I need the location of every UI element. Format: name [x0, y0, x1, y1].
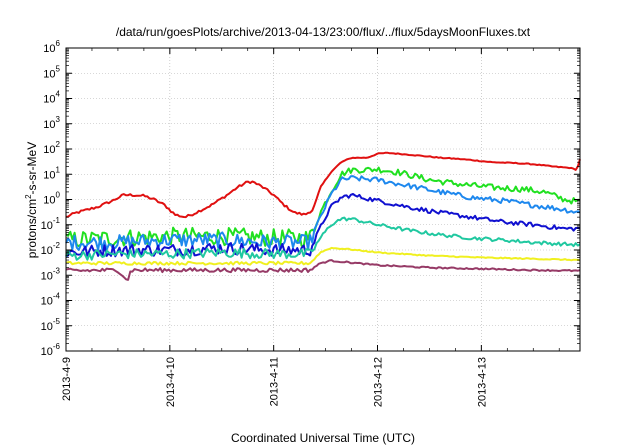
series-line-6	[65, 246, 581, 266]
y-tick-base: 10	[43, 94, 55, 106]
series-line-1	[65, 151, 581, 219]
y-tick-label: 10-2	[41, 241, 61, 257]
y-axis-label-suffix: -s-sr-MeV	[25, 142, 39, 195]
series-line-5	[65, 216, 581, 261]
y-tick-base: 10	[41, 270, 53, 282]
y-tick-base: 10	[41, 296, 53, 308]
y-tick-label: 105	[43, 64, 60, 80]
series-line-7	[65, 259, 581, 281]
y-tick-exponent: 2	[56, 140, 61, 149]
y-axis-label-sup: 2	[24, 194, 33, 199]
chart-title: /data/run/goesPlots/archive/2013-04-13/2…	[116, 25, 531, 39]
y-tick-exponent: 0	[56, 191, 61, 200]
y-tick-exponent: 3	[56, 115, 61, 124]
x-axis-ticks: 2013-4-9 2013-4-10 2013-4-11 2013-4-12 2013-…	[61, 48, 560, 407]
y-tick-label: 101	[43, 165, 60, 181]
y-tick-label: 10-3	[41, 266, 61, 282]
y-axis-ticks: 10-610-510-410-310-210-11001011021031041…	[41, 39, 580, 358]
y-tick-exponent: -4	[53, 292, 61, 301]
y-tick-base: 10	[43, 43, 55, 55]
y-tick-base: 10	[43, 144, 55, 156]
grid	[66, 48, 580, 351]
series-line-3	[65, 175, 581, 251]
y-tick-base: 10	[43, 169, 55, 181]
x-tick-label: 2013-4-11	[269, 357, 281, 406]
y-tick-exponent: 5	[56, 64, 61, 73]
y-tick-base: 10	[41, 321, 53, 333]
x-tick-label: 2013-4-10	[165, 357, 177, 407]
y-tick-base: 10	[43, 68, 55, 80]
y-axis-label-prefix: protons/cm	[25, 199, 39, 258]
y-tick-exponent: -3	[53, 266, 61, 275]
y-tick-label: 104	[43, 90, 60, 106]
y-tick-label: 10-1	[41, 216, 61, 232]
y-tick-base: 10	[41, 220, 53, 232]
y-tick-exponent: -5	[53, 317, 61, 326]
y-tick-label: 10-6	[41, 342, 61, 358]
x-tick-label: 2013-4-12	[373, 357, 385, 407]
y-tick-base: 10	[41, 346, 53, 358]
x-tick-label: 2013-4-9	[61, 357, 73, 401]
y-tick-base: 10	[43, 195, 55, 207]
y-tick-exponent: -6	[53, 342, 61, 351]
y-tick-label: 10-4	[41, 292, 61, 308]
y-axis-label: protons/cm2-s-sr-MeV	[24, 142, 39, 258]
y-tick-label: 102	[43, 140, 60, 156]
y-tick-exponent: 4	[56, 90, 61, 99]
series-lines	[65, 151, 581, 281]
y-tick-exponent: -2	[53, 241, 61, 250]
y-tick-exponent: -1	[53, 216, 61, 225]
y-tick-exponent: 6	[56, 39, 61, 48]
y-tick-label: 103	[43, 115, 60, 131]
x-tick-label: 2013-4-13	[476, 357, 488, 407]
y-tick-base: 10	[43, 119, 55, 131]
y-tick-exponent: 1	[56, 165, 61, 174]
y-tick-base: 10	[41, 245, 53, 257]
series-line-4	[65, 193, 581, 258]
x-axis-label: Coordinated Universal Time (UTC)	[231, 431, 415, 445]
y-tick-label: 10-5	[41, 317, 61, 333]
y-tick-label: 106	[43, 39, 60, 55]
y-tick-label: 100	[43, 191, 60, 207]
